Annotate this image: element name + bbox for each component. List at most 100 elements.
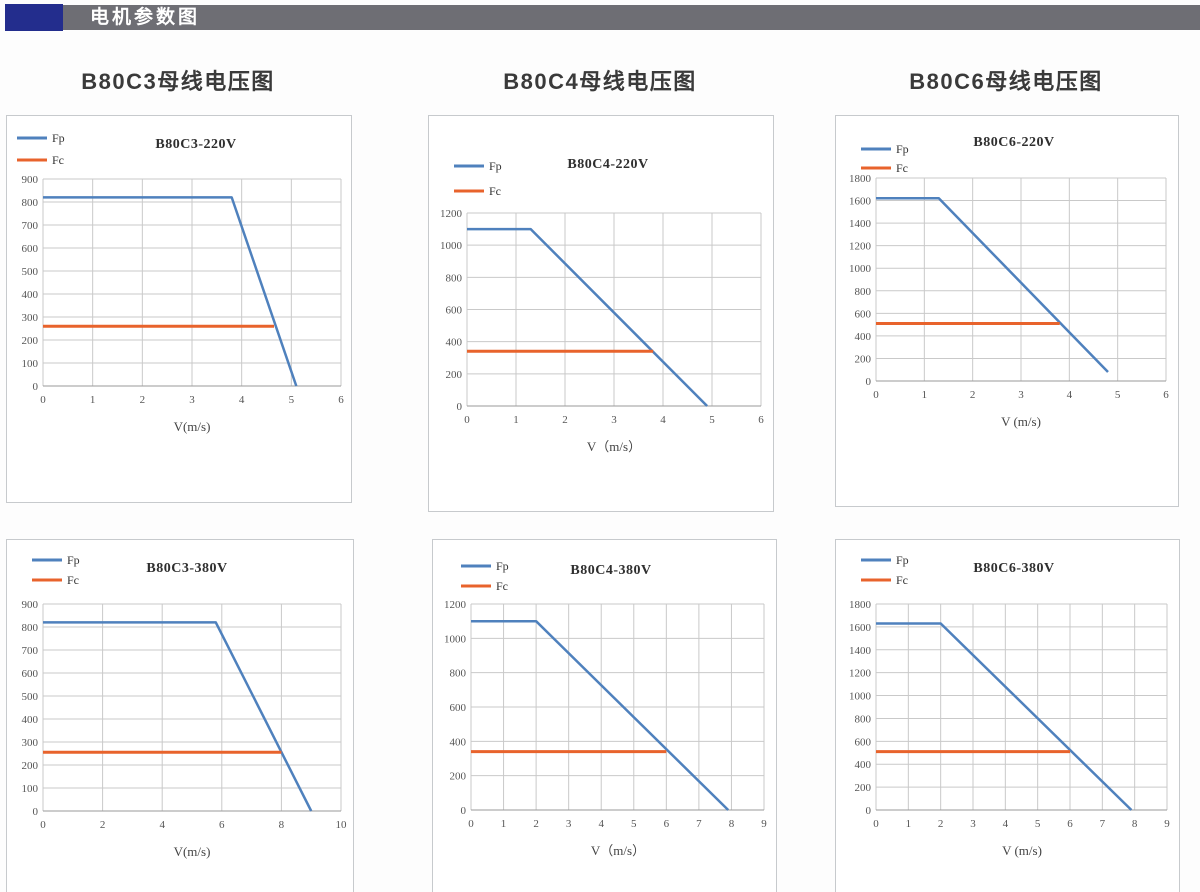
svg-text:1: 1 [513,414,519,426]
legend-label-fc: Fc [496,579,508,593]
series-lines [43,196,298,387]
svg-text:0: 0 [464,414,470,426]
chart-panel-b80c4-220v: 0 1 2 3 4 5 6 0 200 400 600 800 1000 1200 Fp Fc B80C4-22… [428,115,774,512]
chart-panel-b80c6-380v: 0 1 2 3 4 5 6 7 8 9 0 200 400 600 800 1000 1200 1400 1600 1… [835,539,1180,892]
svg-text:1: 1 [90,394,96,406]
series-line-fp [471,619,730,811]
svg-text:200: 200 [446,369,463,381]
x-axis-label: V（m/s） [591,843,645,858]
svg-text:2: 2 [533,818,539,830]
svg-text:1000: 1000 [440,240,463,252]
svg-text:2: 2 [970,389,976,401]
legend-label-fc: Fc [896,573,908,587]
svg-text:200: 200 [855,353,872,365]
chart-title: B80C6-380V [973,561,1054,576]
series-line-fp [43,196,298,387]
svg-text:300: 300 [22,737,39,749]
svg-text:6: 6 [1163,389,1169,401]
svg-text:3: 3 [1018,389,1024,401]
svg-text:800: 800 [450,668,467,680]
svg-text:1600: 1600 [849,622,872,634]
svg-text:200: 200 [450,771,467,783]
svg-text:4: 4 [159,819,165,831]
x-tick-labels: 0 1 2 3 4 5 6 [40,394,344,406]
series-lines [43,621,313,812]
y-tick-labels: 0 200 400 600 800 1000 1200 [440,208,463,413]
svg-text:9: 9 [1164,818,1170,830]
svg-text:2: 2 [140,394,146,406]
svg-text:500: 500 [22,266,39,278]
svg-text:1400: 1400 [849,218,872,230]
legend-label-fc: Fc [489,184,501,198]
svg-text:1: 1 [906,818,912,830]
chart-canvas-b80c6-220v: 0 1 2 3 4 5 6 0 200 400 600 800 1000 1200 1400 1600 1800… [849,135,1169,429]
x-tick-labels: 0 1 2 3 4 5 6 [873,389,1169,401]
svg-text:0: 0 [866,376,872,388]
svg-text:800: 800 [22,622,39,634]
svg-text:700: 700 [22,645,39,657]
svg-text:600: 600 [855,308,872,320]
svg-text:0: 0 [40,819,46,831]
chart-legend: Fp Fc [32,553,80,587]
y-tick-labels: 0 200 400 600 800 1000 1200 [444,599,467,817]
chart-title: B80C3-380V [146,561,227,576]
chart-legend: Fp Fc [861,553,909,587]
svg-text:4: 4 [239,394,245,406]
svg-text:1200: 1200 [849,668,872,680]
svg-text:6: 6 [1067,818,1073,830]
svg-text:7: 7 [1100,818,1106,830]
svg-text:7: 7 [696,818,702,830]
svg-text:0: 0 [461,805,467,817]
svg-text:1: 1 [501,818,507,830]
page-title: 电机参数图 [90,7,201,28]
svg-text:5: 5 [631,818,637,830]
svg-text:600: 600 [855,736,872,748]
svg-text:6: 6 [758,414,764,426]
svg-text:400: 400 [855,759,872,771]
svg-text:8: 8 [1132,818,1138,830]
chart-panel-b80c6-220v: 0 1 2 3 4 5 6 0 200 400 600 800 1000 1200 1400 1600 1800… [835,115,1179,507]
plot-grid [466,212,762,407]
chart-canvas-b80c3-380v: 0 2 4 6 8 100100200300400500600700800900FpFcB… [22,553,348,859]
svg-text:9: 9 [761,818,767,830]
chart-panel-b80c4-380v: 0 1 2 3 4 5 6 7 8 9 0 200 400 600 800 1000 1200 Fp Fc B80C4… [432,539,777,892]
series-lines [467,227,708,407]
svg-text:8: 8 [279,819,285,831]
svg-text:1400: 1400 [849,645,872,657]
svg-text:800: 800 [22,197,39,209]
svg-text:4: 4 [1003,818,1009,830]
x-tick-labels: 0 2 4 6 8 10 [40,819,347,831]
x-axis-label: V（m/s） [587,439,641,454]
chart-legend: Fp Fc [461,559,509,593]
y-tick-labels: 0 100 200 300 400 500 600 700 800 900 [22,174,39,393]
y-tick-labels: 0 200 400 600 800 1000 1200 1400 1600 1800 [849,173,872,388]
svg-text:4: 4 [660,414,666,426]
svg-text:6: 6 [664,818,670,830]
series-line-fp [876,197,1109,373]
svg-text:4: 4 [598,818,604,830]
chart-title: B80C4-220V [567,157,648,172]
svg-text:2: 2 [562,414,568,426]
svg-text:900: 900 [22,599,39,611]
plot-grid [42,603,342,812]
legend-label-fp: Fp [52,131,65,145]
svg-text:800: 800 [855,713,872,725]
chart-title: B80C4-380V [570,563,651,578]
svg-text:0: 0 [468,818,474,830]
series-lines [876,197,1109,373]
chart-heading-b80c3: B80C3母线电压图 [81,69,275,94]
svg-text:900: 900 [22,174,39,186]
svg-text:600: 600 [22,668,39,680]
y-tick-labels: 0 200 400 600 800 1000 1200 1400 1600 1800 [849,599,872,817]
svg-text:3: 3 [970,818,976,830]
series-line-fp [876,622,1133,811]
svg-text:600: 600 [446,305,463,317]
svg-text:0: 0 [866,805,872,817]
svg-text:6: 6 [338,394,344,406]
chart-panel-b80c3-220v: 0 1 2 3 4 5 6 0 100 200 300 400 500 600 700 800 900 Fp Fc B… [6,115,352,503]
x-tick-labels: 0 1 2 3 4 5 6 7 8 9 [873,818,1170,830]
svg-text:400: 400 [450,736,467,748]
svg-text:1600: 1600 [849,196,872,208]
header-accent-block [5,4,63,31]
